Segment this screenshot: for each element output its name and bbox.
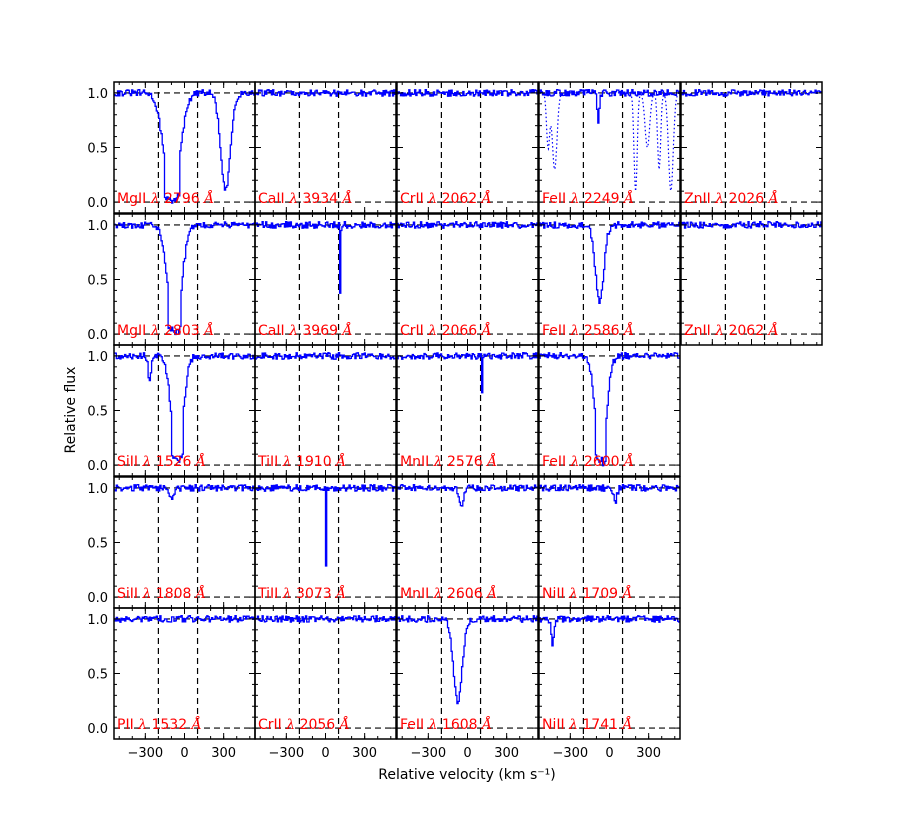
- y-tick-label: 0.0: [87, 459, 108, 474]
- panel-crii-2062: CrII λ 2062 Å: [396, 81, 539, 214]
- ion-label: NiII λ 1709 Å: [542, 584, 633, 602]
- ion-label: FeII λ 2600 Å: [542, 452, 634, 470]
- spectrum-line: [539, 352, 680, 467]
- ion-label: SiII λ 1808 Å: [117, 584, 206, 602]
- panel-siii-1808: 0.0 0.5 1.0 SiII λ 1808 Å: [87, 476, 256, 609]
- spectrum-line: [681, 220, 822, 229]
- y-tick-label: 1.0: [87, 482, 108, 497]
- y-tick-label: 0.0: [87, 196, 108, 211]
- x-tick-label: 300: [636, 746, 661, 761]
- ion-label: MgII λ 2796 Å: [117, 189, 214, 207]
- panel-niii-1709: NiII λ 1709 Å: [538, 476, 681, 609]
- spectrum-line: [539, 221, 680, 305]
- spectrum-line: [397, 221, 538, 229]
- y-tick-label: 0.0: [87, 328, 108, 343]
- x-tick-label: 300: [352, 746, 377, 761]
- x-tick-label: 0: [463, 746, 471, 761]
- ion-label: ZnII λ 2062 Å: [684, 321, 779, 339]
- panel-caii-3969: CaII λ 3969 Å: [254, 213, 397, 346]
- ion-label: ZnII λ 2026 Å: [684, 189, 779, 207]
- ion-label: CaII λ 3934 Å: [258, 189, 353, 207]
- panel-znii-2062: ZnII λ 2062 Å: [680, 213, 823, 346]
- panel-feii-2600: FeII λ 2600 Å: [538, 344, 681, 477]
- spectrum-line: [255, 220, 396, 294]
- x-tick-label: −300: [410, 746, 446, 761]
- panel-tiii-3073: TiII λ 3073 Å: [254, 476, 397, 609]
- spectrum-line: [114, 484, 255, 501]
- y-tick-label: 0.5: [87, 274, 108, 289]
- panel-mgii-2803: 0.0 0.5 1.0 MgII λ 2803 Å: [87, 213, 256, 346]
- x-axis-label: Relative velocity (km s⁻¹): [378, 767, 556, 783]
- ion-label: CrII λ 2062 Å: [400, 189, 492, 207]
- ion-label: MnII λ 2576 Å: [400, 452, 497, 470]
- ion-label: FeII λ 1608 Å: [400, 715, 492, 733]
- x-tick-label: −300: [552, 746, 588, 761]
- y-tick-label: 0.0: [87, 591, 108, 606]
- blend-profile: [539, 92, 680, 192]
- panel-tiii-1910: TiII λ 1910 Å: [254, 344, 397, 477]
- spectrum-line: [255, 352, 396, 360]
- panel-mgii-2796: 0.0 0.5 1.0 MgII λ 2796 Å: [87, 81, 256, 214]
- y-tick-label: 1.0: [87, 87, 108, 102]
- panel-feii-2586: FeII λ 2586 Å: [538, 213, 681, 346]
- panel-caii-3934: CaII λ 3934 Å: [254, 81, 397, 214]
- spectrum-line: [539, 615, 680, 647]
- ion-label: MnII λ 2606 Å: [400, 584, 497, 602]
- ion-label: CrII λ 2056 Å: [258, 715, 350, 733]
- x-tick-label: −300: [127, 746, 163, 761]
- ion-label: PII λ 1532 Å: [117, 715, 202, 733]
- spectrum-line: [397, 615, 538, 705]
- y-tick-label: 0.0: [87, 722, 108, 737]
- x-tick-label: 0: [321, 746, 329, 761]
- panel-znii-2026: ZnII λ 2026 Å: [680, 81, 823, 214]
- spectrum-line: [539, 89, 680, 124]
- y-tick-label: 0.5: [87, 405, 108, 420]
- panel-mnii-2606: MnII λ 2606 Å: [396, 476, 539, 609]
- spectrum-line: [397, 352, 538, 394]
- panel-siii-1526: 0.0 0.5 1.0 SiII λ 1526 Å: [87, 344, 256, 477]
- spectrum-line: [114, 352, 255, 463]
- ion-label: TiII λ 3073 Å: [257, 584, 346, 602]
- ion-label: FeII λ 2586 Å: [542, 321, 634, 339]
- y-tick-label: 1.0: [87, 219, 108, 234]
- x-tick-label: 0: [605, 746, 613, 761]
- spectrum-line: [397, 484, 538, 507]
- ion-label: CaII λ 3969 Å: [258, 321, 353, 339]
- y-tick-label: 1.0: [87, 350, 108, 365]
- x-tick-label: 300: [494, 746, 519, 761]
- y-tick-label: 0.5: [87, 668, 108, 683]
- panel-crii-2066: CrII λ 2066 Å: [396, 213, 539, 346]
- x-tick-label: 0: [180, 746, 188, 761]
- y-axis-label: Relative flux: [63, 367, 79, 454]
- y-tick-label: 0.5: [87, 142, 108, 157]
- panel-mnii-2576: MnII λ 2576 Å: [396, 344, 539, 477]
- panel-pii-1532: 0.0 0.5 1.0 −300 0 300 PII λ 1532 Å: [87, 607, 256, 761]
- y-tick-label: 1.0: [87, 613, 108, 628]
- spectrum-line: [255, 89, 396, 97]
- spectrum-line: [255, 615, 396, 623]
- ion-label: SiII λ 1526 Å: [117, 452, 206, 470]
- ion-label: NiII λ 1741 Å: [542, 715, 633, 733]
- spectrum-line: [681, 89, 822, 97]
- spectrum-line: [255, 484, 396, 567]
- panel-feii-2249: FeII λ 2249 Å: [538, 81, 681, 214]
- panel-grid: 0.0 0.5 1.0 MgII λ 2796 Å CaII λ 3934 Å CrII …: [87, 81, 823, 761]
- spectrum-line: [397, 89, 538, 97]
- ion-label: TiII λ 1910 Å: [257, 452, 346, 470]
- y-tick-label: 0.5: [87, 537, 108, 552]
- ion-label: MgII λ 2803 Å: [117, 321, 214, 339]
- spectrum-line: [114, 89, 255, 204]
- x-tick-label: −300: [268, 746, 304, 761]
- spectrum-line: [114, 615, 255, 623]
- ion-label: FeII λ 2249 Å: [542, 189, 634, 207]
- spectrum-line: [114, 221, 255, 336]
- spectrum-line: [539, 484, 680, 504]
- ion-label: CrII λ 2066 Å: [400, 321, 492, 339]
- x-tick-label: 300: [211, 746, 236, 761]
